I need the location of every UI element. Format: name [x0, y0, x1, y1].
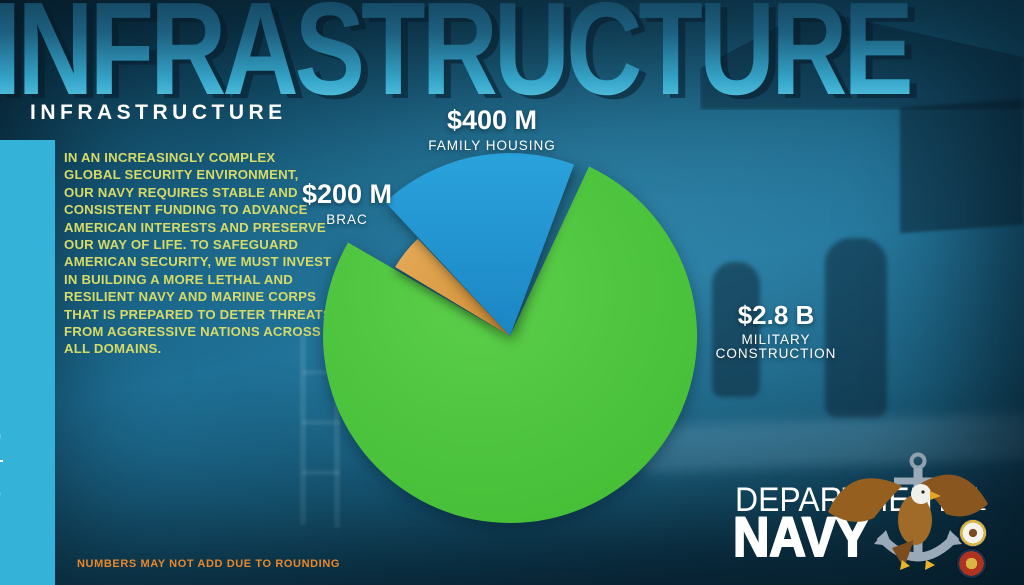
military-construction-name-line2: CONSTRUCTION — [715, 346, 837, 362]
rounding-footnote: NUMBERS MAY NOT ADD DUE TO ROUNDING — [77, 558, 341, 570]
navy-seal-icon — [959, 519, 987, 547]
fiscal-year-bar: FY19$3.4 B — [0, 140, 55, 585]
pie-slice-family-housing — [385, 153, 575, 336]
section-title: INFRASTRUCTURE — [30, 101, 287, 124]
eagle-anchor-emblem-icon — [828, 452, 988, 570]
intro-paragraph: IN AN INCREASINGLY COMPLEX GLOBAL SECURI… — [64, 150, 332, 357]
brac-value: $200 M — [301, 179, 393, 209]
military-construction-value: $2.8 B — [737, 300, 815, 330]
display-title-shadow: INFRASTRUCTURE — [0, 0, 921, 119]
military-construction-name-line1: MILITARY — [741, 331, 811, 347]
pie-slice-military-construction — [323, 166, 698, 524]
brac-name: BRAC — [326, 211, 368, 227]
display-title: INFRASTRUCTURE — [0, 0, 914, 115]
marine-corps-seal-icon — [957, 549, 986, 578]
pie-label-brac: $200 M BRAC — [288, 179, 406, 228]
pie-label-military-construction: $2.8 B MILITARY CONSTRUCTION — [700, 301, 852, 362]
family-housing-value: $400 M — [446, 105, 538, 135]
family-housing-name: FAMILY HOUSING — [428, 137, 556, 153]
pie-label-family-housing: $400 M FAMILY HOUSING — [407, 105, 577, 154]
pie-slice-brac — [395, 238, 510, 336]
